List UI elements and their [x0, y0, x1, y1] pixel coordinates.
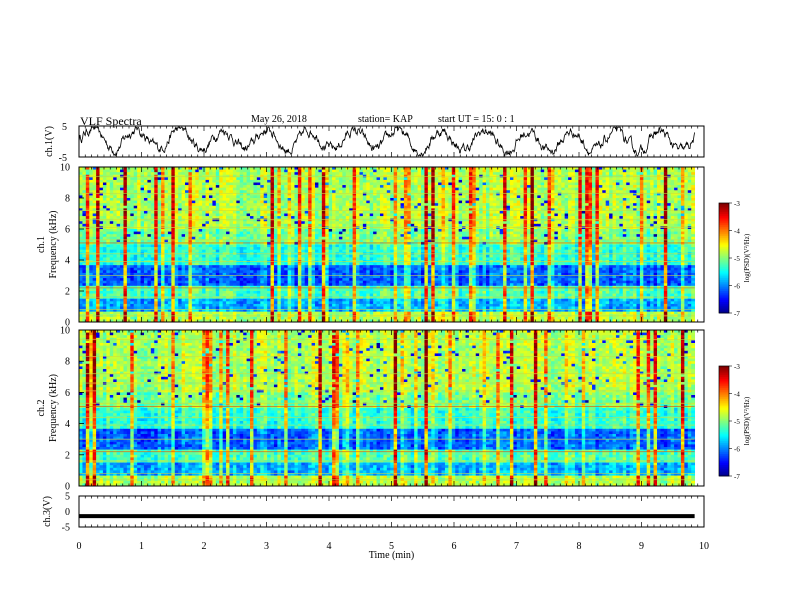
- start-time-label: start UT = 15: 0 : 1: [438, 114, 515, 125]
- ch3-ytick-label: 0: [65, 507, 70, 518]
- spectrogram-cells: [79, 167, 696, 323]
- ch3-ytick-label: 5: [65, 492, 70, 503]
- colorbar-label: log(PSD)(V²/Hz): [743, 233, 751, 282]
- ch1-ytick-label: -5: [59, 153, 67, 164]
- colorbar-label: log(PSD)(V²/Hz): [743, 396, 751, 445]
- colorbar-tick-label: -5: [734, 255, 740, 263]
- ch1-ytick-label: 4: [65, 256, 70, 267]
- x-tick-label: 1: [139, 541, 144, 552]
- x-tick-label: 3: [264, 541, 269, 552]
- colorbar-tick-label: -4: [734, 391, 740, 399]
- ch1-ytick-label: 8: [65, 194, 70, 205]
- ch2-ytick-label: 0: [65, 482, 70, 493]
- ch2-ytick-label: 10: [60, 326, 70, 337]
- x-tick-label: 4: [327, 541, 332, 552]
- ch2-colorbar: -3 -4 -5 -6 -7 log(PSD)(V²/Hz): [718, 363, 751, 481]
- ch2-ytick-label: 4: [65, 419, 70, 430]
- ch2-ytick-label: 6: [65, 388, 70, 399]
- ch1-spectrogram-panel: 0 2 4 6 8 10 ch.1 Frequency (kHz) -3 -4 -5 -6 -7 log(…: [36, 163, 751, 329]
- ch3-ytick-label: -5: [62, 523, 70, 534]
- x-tick-label: 2: [202, 541, 207, 552]
- x-tick-label: 9: [639, 541, 644, 552]
- date-label: May 26, 2018: [251, 114, 307, 125]
- ch1-colorbar: -3 -4 -5 -6 -7 log(PSD)(V²/Hz): [718, 200, 751, 318]
- ch1-ylabel: ch.1(V): [44, 126, 55, 157]
- x-tick-label: 5: [389, 541, 394, 552]
- colorbar-tick-label: -3: [734, 363, 740, 371]
- colorbar-tick-label: -7: [734, 310, 740, 318]
- ch1-waveform-panel: 5 -5 ch.1(V): [44, 122, 705, 164]
- ch3-waveform-panel: 5 0 -5 ch.3(V): [42, 492, 705, 534]
- x-tick-label: 8: [577, 541, 582, 552]
- spectrogram-cells: [79, 330, 696, 487]
- x-tick-label: 7: [514, 541, 519, 552]
- colorbar-tick-label: -5: [734, 418, 740, 426]
- ch2-channel-label: ch.2: [36, 400, 47, 417]
- chart-title: VLF Spectra: [80, 114, 142, 129]
- x-axis-label: Time (min): [369, 550, 414, 561]
- ch2-ytick-label: 2: [65, 450, 70, 461]
- ch2-ylabel: Frequency (kHz): [48, 374, 59, 442]
- colorbar-tick-label: -7: [734, 473, 740, 481]
- ch1-ylabel: Frequency (kHz): [48, 210, 59, 278]
- ch2-ytick-label: 8: [65, 357, 70, 368]
- ch1-ytick-label: 5: [62, 122, 67, 133]
- station-label: station= KAP: [358, 114, 413, 125]
- x-tick-label: 0: [77, 541, 82, 552]
- colorbar-tick-label: -6: [734, 283, 740, 291]
- ch1-ytick-label: 2: [65, 287, 70, 298]
- colorbar-tick-label: -3: [734, 200, 740, 208]
- ch1-ytick-label: 6: [65, 225, 70, 236]
- ch1-waveform-line: [78, 125, 695, 157]
- ch1-channel-label: ch.1: [36, 236, 47, 253]
- x-tick-label: 10: [699, 541, 709, 552]
- ch2-spectrogram-panel: 0 2 4 6 8 10 ch.2 Frequency (kHz) -3 -4 -5 -6 -7 log(…: [36, 326, 751, 493]
- colorbar-tick-label: -4: [734, 228, 740, 236]
- ch1-ytick-label: 10: [60, 163, 70, 174]
- x-axis: 0 1 2 3 4 5 6 7 8 9 10 Time (min): [77, 541, 710, 561]
- colorbar-tick-label: -6: [734, 446, 740, 454]
- ch3-ylabel: ch.3(V): [42, 496, 53, 527]
- ch1-ytick-label: 0: [65, 318, 70, 329]
- x-tick-label: 6: [452, 541, 457, 552]
